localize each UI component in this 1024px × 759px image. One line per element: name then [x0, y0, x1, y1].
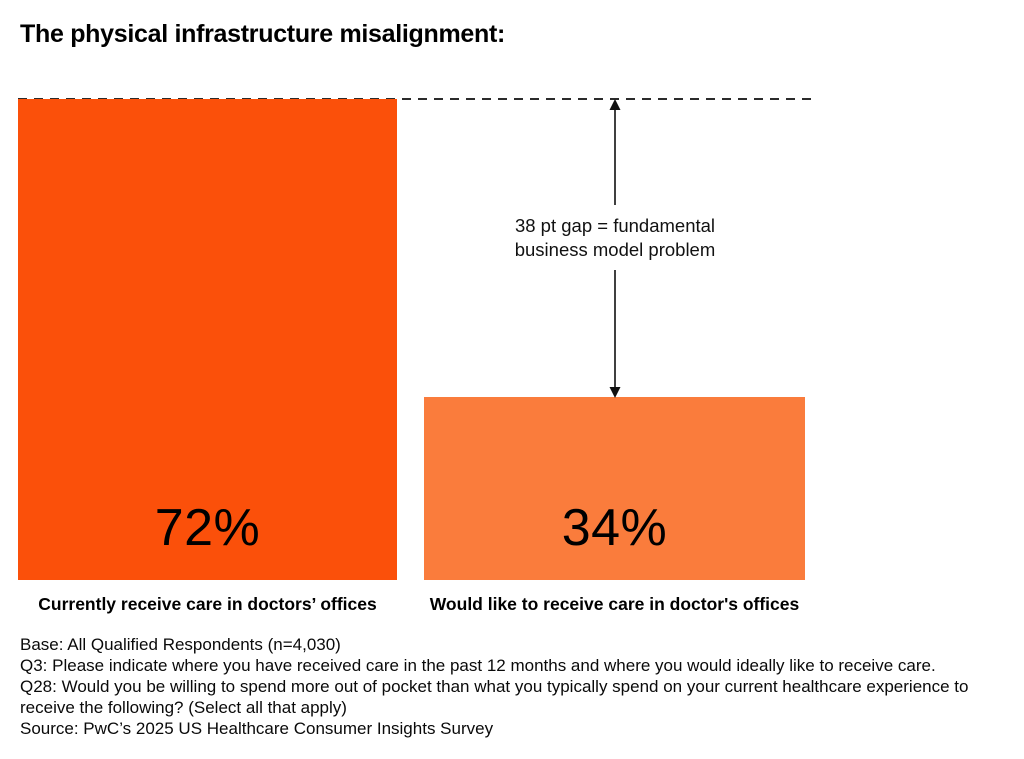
gap-annotation-line2: business model problem — [514, 239, 716, 260]
chart-title: The physical infrastructure misalignment… — [20, 20, 506, 48]
bar-value-label: 34% — [561, 499, 668, 557]
bar-current-care: 72% — [18, 99, 397, 580]
reference-dashed-line — [18, 98, 812, 100]
gap-arrow-icon — [609, 99, 621, 398]
bar-would-like-care: 34% — [424, 397, 805, 580]
gap-annotation: 38 pt gap = fundamental business model p… — [455, 214, 775, 262]
gap-annotation-line1: 38 pt gap = fundamental — [514, 215, 716, 236]
bar-value-label: 72% — [154, 499, 261, 557]
footnote-q3: Q3: Please indicate where you have recei… — [20, 656, 936, 675]
footnote-base: Base: All Qualified Respondents (n=4,030… — [20, 635, 341, 654]
category-label-would-like-care: Would like to receive care in doctor's o… — [429, 594, 800, 614]
footnote-source: Source: PwC’s 2025 US Healthcare Consume… — [20, 719, 494, 738]
footnote-q28: Q28: Would you be willing to spend more … — [20, 677, 969, 717]
footnotes: Base: All Qualified Respondents (n=4,030… — [20, 634, 1022, 739]
category-label-current-care: Currently receive care in doctors’ offic… — [38, 594, 377, 614]
